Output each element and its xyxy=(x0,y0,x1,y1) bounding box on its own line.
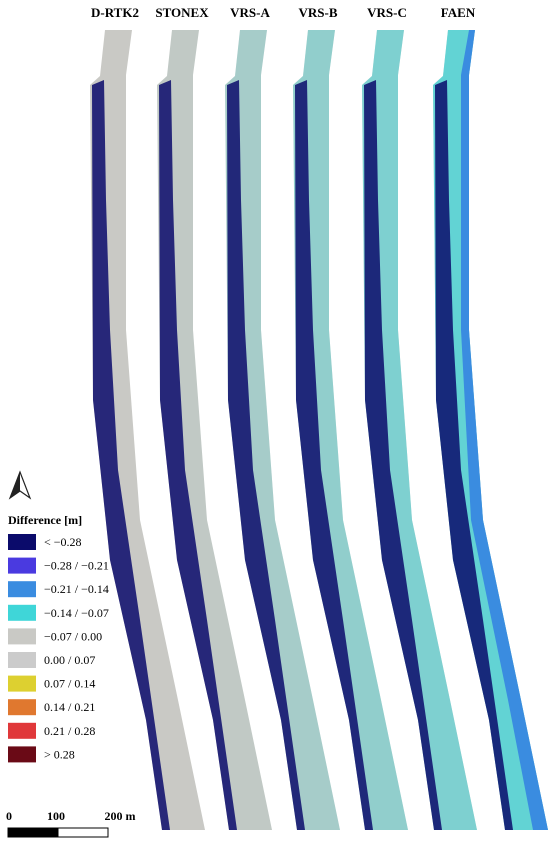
map-extent xyxy=(293,30,408,830)
map-panel xyxy=(225,30,340,830)
scale-bar: 0 100 200 m xyxy=(6,809,136,838)
column-title: D-RTK2 xyxy=(91,5,139,20)
legend-label: 0.21 / 0.28 xyxy=(44,724,95,738)
scale-label: 200 m xyxy=(105,809,136,823)
column-title: VRS-A xyxy=(230,5,270,20)
map-panel xyxy=(90,30,205,830)
map-edge xyxy=(461,30,548,830)
legend-label: > 0.28 xyxy=(44,747,75,761)
legend-label: 0.00 / 0.07 xyxy=(44,653,95,667)
map-overlay xyxy=(362,30,477,830)
legend-swatch xyxy=(8,581,36,598)
column-title: FAEN xyxy=(441,5,476,20)
legend-label: 0.07 / 0.14 xyxy=(44,677,95,691)
map-dark-area xyxy=(364,80,442,830)
map-dark-area xyxy=(295,80,373,830)
legend: < −0.28 −0.28 / −0.21 −0.21 / −0.14 −0.14 /… xyxy=(8,534,109,763)
column-title: STONEX xyxy=(155,5,209,20)
legend-swatch xyxy=(8,746,36,763)
legend-label: −0.28 / −0.21 xyxy=(44,559,109,573)
legend-swatch xyxy=(8,628,36,645)
map-dark-area xyxy=(92,80,170,830)
map-extent xyxy=(90,30,205,830)
map-extent xyxy=(157,30,272,830)
scale-label: 0 xyxy=(6,809,12,823)
legend-label: −0.07 / 0.00 xyxy=(44,629,102,643)
legend-label: 0.14 / 0.21 xyxy=(44,700,95,714)
legend-swatch xyxy=(8,675,36,692)
map-extent xyxy=(225,30,340,830)
column-titles: D-RTK2 STONEX VRS-A VRS-B VRS-C FAEN xyxy=(91,5,476,20)
legend-swatch xyxy=(8,652,36,668)
map-panels xyxy=(90,30,548,830)
legend-swatch xyxy=(8,557,36,574)
column-title: VRS-C xyxy=(367,5,407,20)
map-dark-area xyxy=(227,80,305,830)
map-overlay xyxy=(157,30,272,830)
column-title: VRS-B xyxy=(298,5,337,20)
map-panel xyxy=(293,30,408,830)
map-dark-area xyxy=(159,80,237,830)
map-panel xyxy=(362,30,477,830)
map-overlay xyxy=(225,30,340,830)
scale-label: 100 xyxy=(47,809,65,823)
legend-label: −0.14 / −0.07 xyxy=(44,606,109,620)
legend-swatch xyxy=(8,604,36,621)
north-arrow xyxy=(8,470,32,500)
legend-title: Difference [m] xyxy=(8,513,82,527)
legend-label: −0.21 / −0.14 xyxy=(44,582,109,596)
map-panel xyxy=(157,30,272,830)
legend-swatch xyxy=(8,699,36,716)
map-dark-area xyxy=(435,80,513,830)
map-overlay xyxy=(293,30,408,830)
legend-swatch xyxy=(8,534,36,550)
legend-swatch xyxy=(8,722,36,739)
legend-label: < −0.28 xyxy=(44,535,82,549)
map-panel xyxy=(433,30,548,830)
